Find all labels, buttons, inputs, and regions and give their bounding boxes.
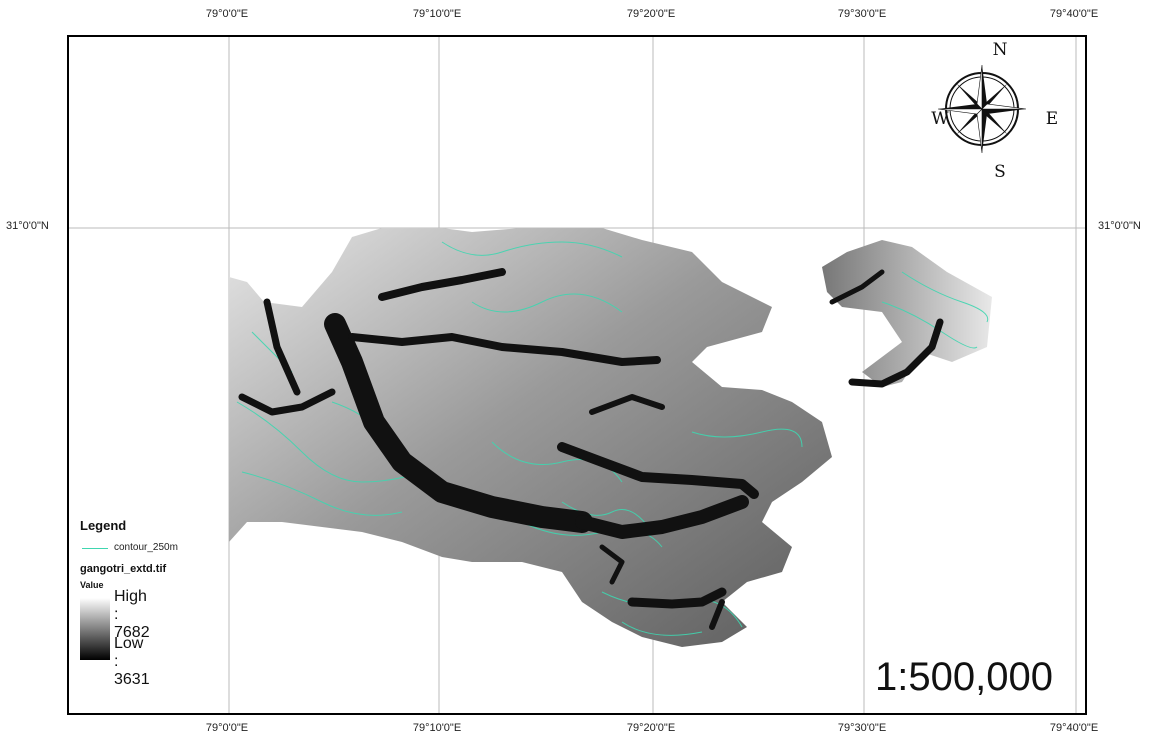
map-canvas[interactable]	[69, 37, 1085, 713]
contour-layer-label: contour_250m	[114, 542, 178, 553]
compass-west-label: W	[931, 109, 949, 129]
bottom-longitude-label-79-10: 79°10'0"E	[412, 722, 462, 734]
glacier-bodies	[238, 268, 944, 630]
compass-rose-icon	[937, 64, 1027, 154]
right-latitude-label-31: 31°0'0"N	[1098, 220, 1141, 232]
bottom-longitude-label-79-20: 79°20'0"E	[626, 722, 676, 734]
terrain-east	[822, 240, 992, 387]
compass-east-label: E	[1045, 109, 1059, 129]
top-longitude-label-79-10: 79°10'0"E	[412, 8, 462, 20]
legend-low-value: Low : 3631	[114, 635, 150, 688]
top-longitude-label-79-0: 79°0'0"E	[205, 8, 249, 20]
top-longitude-label-79-40: 79°40'0"E	[1049, 8, 1099, 20]
legend-title: Legend	[80, 518, 127, 533]
terrain-raster	[229, 228, 992, 647]
map-frame[interactable]: N S E W	[67, 35, 1087, 715]
north-arrow: N S E W	[927, 40, 1058, 182]
elevation-color-ramp	[80, 598, 110, 660]
bottom-longitude-label-79-30: 79°30'0"E	[837, 722, 887, 734]
compass-north-label: N	[992, 40, 1008, 60]
map-scale: 1:500,000	[875, 655, 1053, 699]
left-latitude-label-31: 31°0'0"N	[6, 220, 49, 232]
top-longitude-label-79-20: 79°20'0"E	[626, 8, 676, 20]
contour-symbol	[82, 548, 108, 549]
terrain-main	[229, 228, 832, 647]
compass-south-label: S	[994, 162, 1006, 182]
gangotri-trunk	[324, 313, 593, 533]
bottom-longitude-label-79-40: 79°40'0"E	[1049, 722, 1099, 734]
raster-value-label: Value	[80, 580, 104, 590]
legend-high-value: High : 7682	[114, 588, 150, 641]
raster-layer-label: gangotri_extd.tif	[80, 563, 167, 575]
bottom-longitude-label-79-0: 79°0'0"E	[205, 722, 249, 734]
top-longitude-label-79-30: 79°30'0"E	[837, 8, 887, 20]
